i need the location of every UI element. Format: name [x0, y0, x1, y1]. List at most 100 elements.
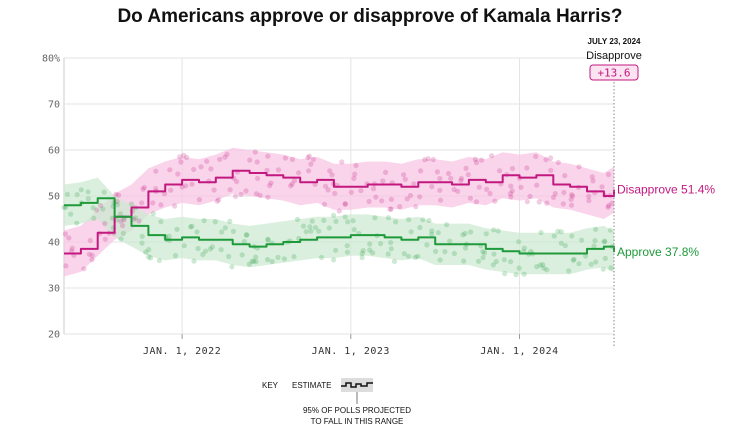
approve-poll-dot [372, 215, 378, 221]
disapprove-poll-dot [116, 192, 122, 198]
approve-poll-dot [172, 253, 179, 259]
disapprove-poll-dot [275, 167, 282, 173]
disapprove-poll-dot [178, 159, 184, 165]
callout-label: Disapprove [586, 50, 642, 62]
approve-poll-dot [74, 192, 80, 198]
approve-poll-dot [600, 266, 606, 272]
disapprove-poll-dot [289, 181, 295, 187]
disapprove-poll-dot [451, 186, 457, 193]
approve-poll-dot [275, 254, 281, 260]
approve-poll-dot [491, 227, 497, 233]
approve-poll-dot [239, 252, 245, 258]
disapprove-poll-dot [437, 187, 443, 193]
disapprove-poll-dot [380, 178, 386, 184]
disapprove-poll-dot [555, 159, 561, 166]
approve-poll-dot [442, 249, 448, 255]
approve-poll-dot [570, 257, 577, 263]
disapprove-poll-dot [255, 175, 261, 181]
approve-poll-dot [461, 258, 467, 264]
disapprove-poll-dot [358, 188, 364, 194]
disapprove-poll-dot [348, 189, 354, 195]
disapprove-poll-dot [89, 257, 95, 263]
disapprove-poll-dot [179, 184, 185, 190]
disapprove-poll-dot [606, 203, 612, 209]
approve-poll-dot [480, 255, 486, 261]
net-badge-value: +13.6 [597, 67, 630, 80]
disapprove-poll-dot [322, 183, 329, 189]
disapprove-poll-dot [87, 237, 93, 244]
key-range-swatch [341, 378, 373, 392]
disapprove-poll-dot [605, 204, 611, 210]
disapprove-poll-dot [184, 154, 190, 160]
disapprove-poll-dot [327, 168, 333, 174]
disapprove-poll-dot [253, 191, 259, 197]
approve-poll-dot [85, 196, 91, 202]
disapprove-poll-dot [211, 187, 217, 193]
approve-poll-dot [344, 249, 350, 255]
approve-poll-dot [291, 254, 297, 260]
disapprove-poll-dot [388, 196, 394, 202]
disapprove-poll-dot [136, 218, 142, 224]
approve-poll-dot [156, 257, 162, 264]
approve-poll-dot [269, 258, 275, 265]
approve-poll-dot [200, 251, 206, 258]
approve-poll-dot [541, 265, 547, 271]
approve-poll-dot [351, 227, 357, 233]
approve-poll-dot [100, 206, 106, 212]
approve-poll-dot [360, 248, 366, 254]
disapprove-poll-dot [89, 252, 95, 258]
approve-poll-dot [558, 240, 564, 246]
disapprove-poll-dot [342, 201, 348, 207]
approve-poll-dot [367, 241, 373, 247]
disapprove-poll-dot [489, 153, 495, 159]
disapprove-poll-dot [140, 186, 146, 192]
disapprove-poll-dot [599, 184, 605, 190]
approve-poll-dot [521, 245, 528, 251]
approve-poll-dot [538, 229, 544, 236]
approve-poll-dot [513, 272, 519, 278]
disapprove-poll-dot [94, 207, 100, 213]
approve-poll-dot [406, 217, 412, 223]
disapprove-poll-dot [473, 199, 479, 205]
disapprove-poll-dot [487, 190, 493, 197]
x-tick-label: JAN. 1, 2024 [480, 346, 558, 357]
disapprove-poll-dot [379, 198, 385, 204]
disapprove-poll-dot [508, 183, 514, 189]
approve-poll-dot [562, 243, 568, 249]
disapprove-poll-dot [306, 168, 312, 174]
disapprove-poll-dot [264, 167, 270, 173]
approve-poll-dot [601, 239, 607, 245]
approve-poll-dot [158, 219, 164, 225]
approve-poll-dot [251, 258, 257, 264]
approve-poll-dot [592, 238, 598, 244]
approve-poll-dot [521, 271, 527, 277]
x-tick-label: JAN. 1, 2022 [143, 346, 221, 357]
disapprove-poll-dot [430, 156, 436, 163]
approve-poll-dot [195, 245, 201, 252]
y-tick-label: 30 [48, 284, 60, 295]
approve-poll-dot [294, 216, 301, 222]
disapprove-estimate-line [64, 169, 615, 255]
disapprove-poll-dot [366, 198, 372, 205]
disapprove-poll-dot [121, 217, 127, 223]
approve-poll-dot [569, 233, 575, 239]
approve-poll-dot [420, 217, 426, 223]
approve-poll-dot [309, 218, 315, 224]
approve-range-band [64, 177, 614, 275]
disapprove-poll-dot [183, 183, 189, 189]
approve-poll-dot [207, 246, 213, 252]
disapprove-poll-dot [102, 220, 108, 227]
disapprove-poll-dot [329, 172, 335, 178]
disapprove-poll-dot [484, 186, 490, 192]
approve-poll-dot [460, 232, 466, 238]
disapprove-poll-dot [267, 183, 273, 189]
net-badge [589, 64, 639, 81]
approve-poll-dot [132, 215, 139, 221]
disapprove-poll-dot [308, 161, 314, 167]
approve-poll-dot [308, 228, 314, 234]
approve-poll-dot [333, 247, 339, 253]
disapprove-poll-dot [306, 153, 312, 159]
disapprove-poll-dot [296, 170, 302, 176]
disapprove-poll-dot [168, 187, 174, 193]
